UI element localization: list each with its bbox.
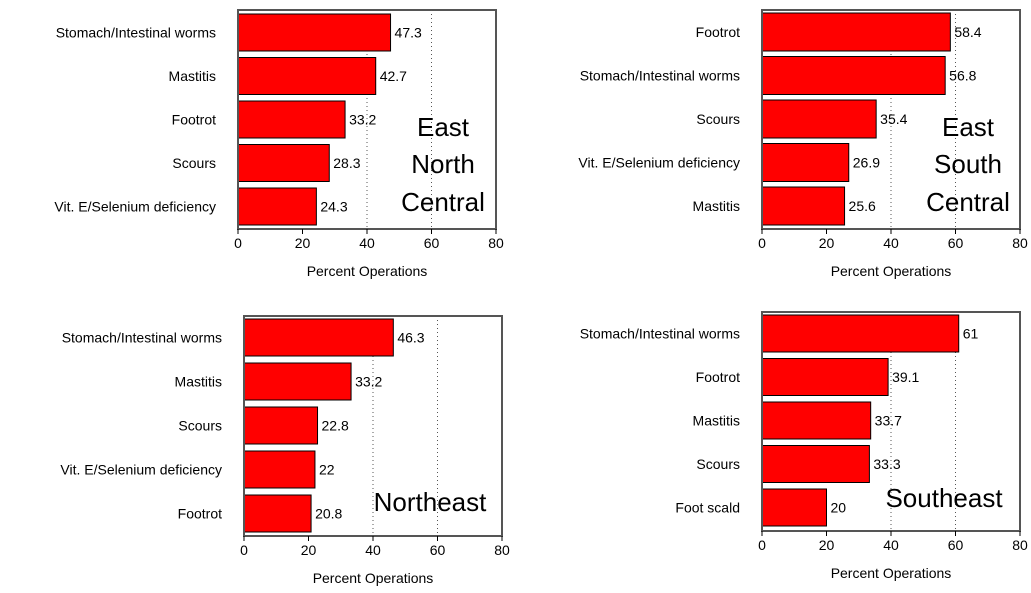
value-label: 28.3 (333, 155, 360, 171)
region-label: South (934, 149, 1002, 179)
bar (761, 56, 946, 95)
x-tick-label: 60 (430, 542, 446, 558)
region-label: Central (401, 187, 485, 217)
x-tick-label: 80 (1012, 537, 1028, 553)
x-tick-label: 60 (948, 537, 964, 553)
value-label: 58.4 (954, 24, 981, 40)
category-label: Footrot (696, 24, 740, 40)
category-label: Vit. E/Selenium deficiency (578, 155, 740, 171)
x-tick-label: 80 (494, 542, 510, 558)
x-tick-label: 60 (948, 235, 964, 251)
region-label: Central (926, 187, 1010, 217)
x-tick-label: 0 (758, 537, 766, 553)
x-axis-label: Percent Operations (831, 565, 952, 581)
x-tick-label: 40 (883, 537, 899, 553)
value-label: 56.8 (949, 68, 976, 84)
value-label: 33.3 (873, 456, 900, 472)
value-label: 42.7 (380, 68, 407, 84)
value-label: 33.2 (355, 374, 382, 390)
bar (761, 143, 850, 182)
x-axis-label: Percent Operations (313, 570, 434, 586)
value-label: 33.2 (349, 112, 376, 128)
x-tick-label: 40 (365, 542, 381, 558)
bar (237, 187, 317, 226)
region-label: East (417, 112, 470, 142)
value-label: 46.3 (397, 330, 424, 346)
x-tick-label: 40 (883, 235, 899, 251)
category-label: Stomach/Intestinal worms (580, 326, 740, 342)
value-label: 39.1 (892, 369, 919, 385)
bar (243, 318, 394, 357)
x-axis-label: Percent Operations (831, 263, 952, 279)
x-tick-label: 20 (295, 235, 311, 251)
bar (761, 445, 870, 483)
bar (237, 100, 346, 139)
x-tick-label: 0 (234, 235, 242, 251)
category-label: Mastitis (693, 198, 740, 214)
region-label: East (942, 112, 995, 142)
bar (761, 186, 846, 226)
bar (243, 494, 312, 533)
category-label: Footrot (178, 506, 222, 522)
value-label: 61 (963, 326, 979, 342)
bar (237, 13, 392, 52)
category-label: Vit. E/Selenium deficiency (54, 199, 216, 215)
value-label: 22 (319, 462, 335, 478)
x-tick-label: 20 (819, 537, 835, 553)
x-tick-label: 0 (758, 235, 766, 251)
region-label: Northeast (374, 487, 487, 517)
category-label: Scours (172, 155, 216, 171)
value-label: 20 (831, 500, 847, 516)
category-label: Stomach/Intestinal worms (62, 330, 222, 346)
category-label: Stomach/Intestinal worms (56, 25, 216, 41)
bar (761, 12, 951, 52)
bar (243, 362, 352, 401)
bar (237, 144, 330, 182)
value-label: 26.9 (853, 155, 880, 171)
chart-panel-2: 58.4 Footrot 56.8 Stomach/Intestinal worms 3… (578, 9, 1028, 279)
x-tick-label: 80 (488, 235, 504, 251)
bar (237, 57, 377, 95)
category-label: Scours (696, 111, 740, 127)
value-label: 20.8 (315, 506, 342, 522)
category-label: Scours (178, 418, 222, 434)
x-tick-label: 20 (819, 235, 835, 251)
value-label: 25.6 (849, 198, 876, 214)
category-label: Footrot (172, 112, 216, 128)
category-label: Mastitis (169, 68, 216, 84)
x-axis-label: Percent Operations (307, 263, 428, 279)
category-label: Mastitis (693, 413, 740, 429)
category-label: Vit. E/Selenium deficiency (60, 462, 222, 478)
category-label: Foot scald (675, 500, 740, 516)
bar (761, 358, 889, 396)
chart-panel-1: 47.3 Stomach/Intestinal worms 42.7 Mastitis… (54, 9, 504, 279)
value-label: 22.8 (322, 418, 349, 434)
value-label: 33.7 (875, 413, 902, 429)
category-label: Stomach/Intestinal worms (580, 68, 740, 84)
bar (761, 401, 872, 440)
bar (761, 99, 877, 139)
chart-panel-4: 61 Stomach/Intestinal worms 39.1 Footrot 33.… (580, 311, 1028, 581)
bar (243, 406, 319, 445)
region-label: Southeast (885, 483, 1003, 513)
x-tick-label: 60 (424, 235, 440, 251)
bar (761, 314, 960, 353)
value-label: 35.4 (880, 111, 907, 127)
bar (243, 450, 316, 489)
x-tick-label: 40 (359, 235, 375, 251)
x-tick-label: 0 (240, 542, 248, 558)
value-label: 47.3 (395, 25, 422, 41)
bar (761, 488, 827, 527)
value-label: 24.3 (320, 199, 347, 215)
category-label: Footrot (696, 369, 740, 385)
region-label: North (411, 149, 475, 179)
category-label: Mastitis (175, 374, 222, 390)
category-label: Scours (696, 456, 740, 472)
x-tick-label: 80 (1012, 235, 1028, 251)
x-tick-label: 20 (301, 542, 317, 558)
chart-panel-3: 46.3 Stomach/Intestinal worms 33.2 Mastitis… (60, 315, 510, 586)
